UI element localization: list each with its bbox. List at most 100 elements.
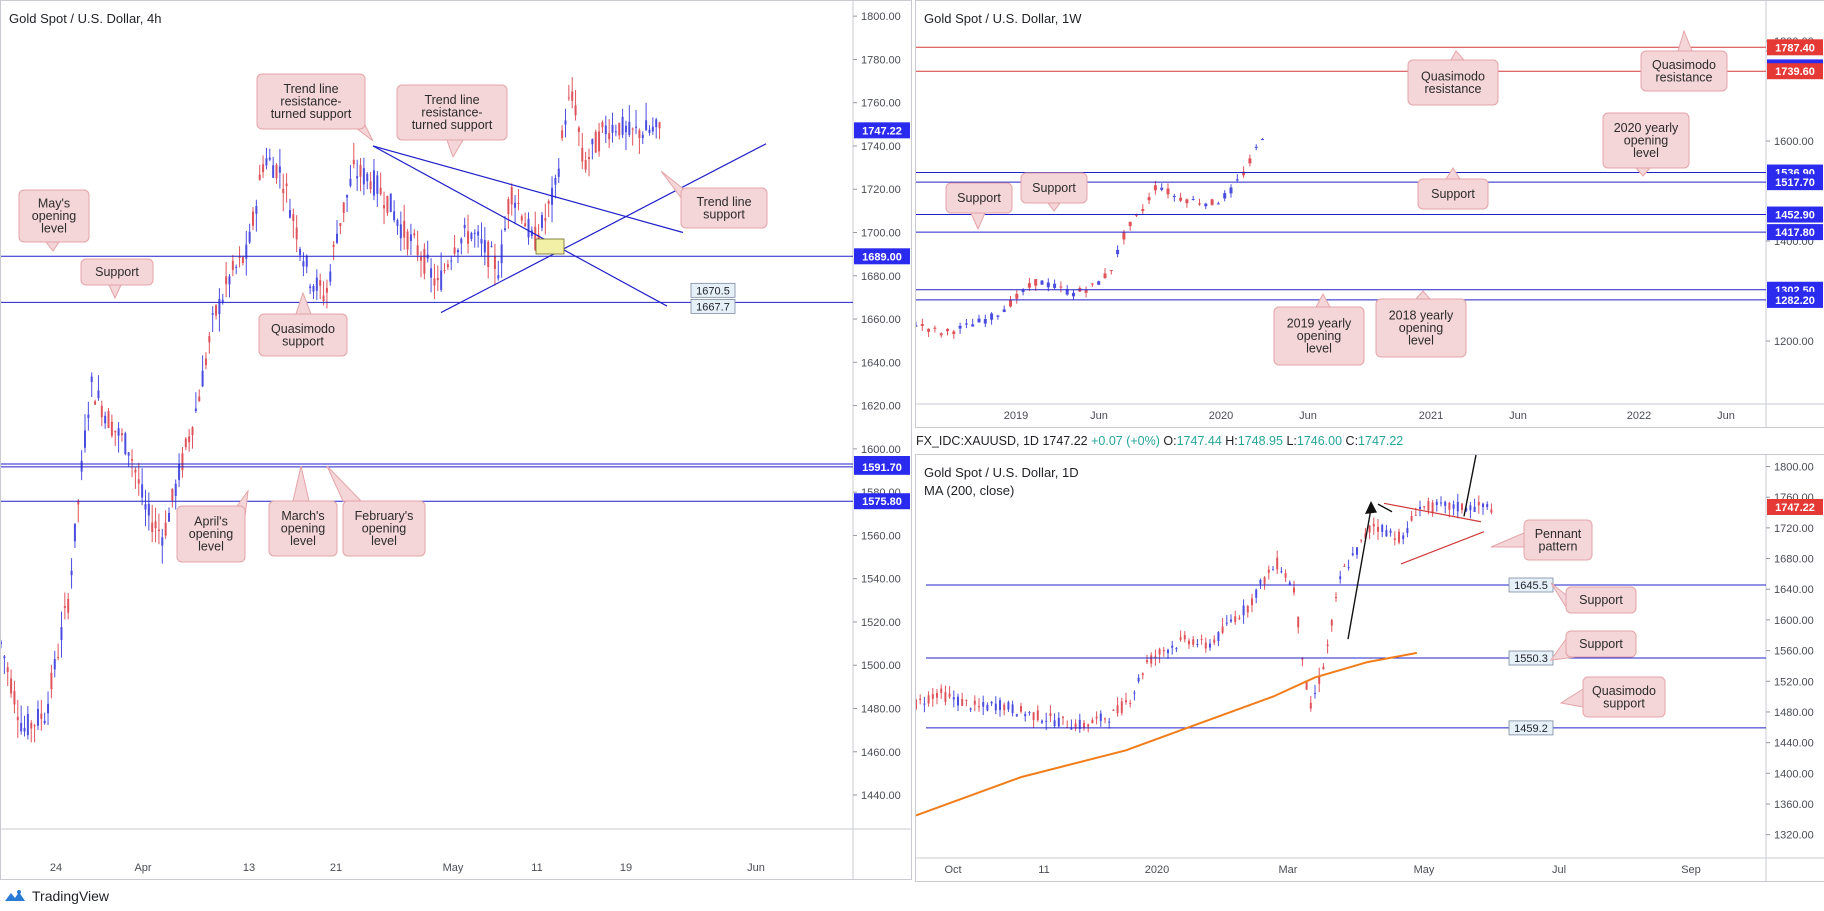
candle-body	[1216, 203, 1220, 205]
candle-body	[916, 325, 918, 327]
candle-body	[228, 276, 231, 285]
price-axis-tag-label: 1747.22	[862, 125, 902, 137]
note-2018-yearly-opening-text: level	[1408, 334, 1434, 348]
candle-body	[473, 232, 476, 234]
note-2018-yearly-opening-text: 2018 yearly	[1389, 309, 1454, 323]
candle-body	[614, 131, 617, 133]
candle-body	[1183, 635, 1186, 640]
candle-body	[1040, 280, 1044, 285]
candle-body	[194, 408, 197, 412]
note-2019-yearly-opening-text: 2019 yearly	[1287, 317, 1352, 331]
candle-body	[1473, 506, 1476, 513]
y-tick-label: 1360.00	[1774, 799, 1814, 811]
chart-panel-1w[interactable]: 1800.001780.001600.001400.001200.002019J…	[915, 0, 1824, 428]
candle-body	[1377, 526, 1379, 532]
price-axis-tag-label: 1517.70	[1775, 177, 1815, 189]
candle-body	[356, 176, 359, 179]
level-value-tag-label: 1645.5	[1514, 580, 1548, 592]
candle-body	[409, 234, 412, 242]
chart-panel-4h[interactable]: 1800.00 1780.00 1760.00 1740.00 1720.00 1700.…	[0, 0, 912, 880]
candle-body	[134, 469, 137, 473]
chart-4h-svg[interactable]: 1800.00 1780.00 1760.00 1740.00 1720.00 1700.…	[1, 1, 911, 879]
candle-body	[1351, 553, 1354, 556]
candle-body	[1109, 269, 1113, 271]
note-2019-yearly-opening-pointer	[1315, 292, 1331, 308]
candle-body	[557, 168, 560, 177]
price-axis-tag-label: 1747.22	[1775, 502, 1815, 514]
candle-body	[958, 325, 962, 329]
price-axis-tag	[1767, 174, 1823, 191]
candle-body	[1160, 187, 1164, 190]
chart-1w-svg[interactable]: 1800.001780.001600.001400.001200.002019J…	[916, 1, 1824, 427]
low-value: 1746.00	[1296, 434, 1343, 448]
symbol-info-bar: FX_IDC:XAUUSD, 1D 1747.22 +0.07 (+0%) O:…	[916, 434, 1403, 448]
x-tick-label: May	[1414, 864, 1435, 876]
symbol-name[interactable]: FX_IDC:XAUUSD, 1D	[916, 434, 1039, 448]
price-axis-tag-label: 1739.60	[1775, 66, 1815, 78]
moving-average-line	[916, 651, 1418, 817]
candle-body	[1175, 648, 1178, 650]
note-2020-yearly-opening-text: 2020 yearly	[1614, 121, 1679, 135]
note-februarys-opening-text: opening	[362, 522, 407, 536]
candle-body	[376, 175, 379, 194]
candle-body	[1435, 501, 1438, 505]
x-tick-label: 2020	[1209, 410, 1233, 422]
close-label: C:	[1345, 434, 1359, 448]
candle-body	[1137, 677, 1140, 682]
candle-body	[184, 438, 187, 448]
y-tick-label: 1640.00	[861, 357, 901, 369]
chart-1d-svg[interactable]: 1800.001760.001720.001680.001640.001600.…	[916, 455, 1824, 881]
candle-body	[574, 105, 577, 116]
note-marchs-opening-text: opening	[281, 522, 326, 536]
candle-body	[490, 246, 493, 248]
y-tick-label: 1600.00	[1774, 615, 1814, 627]
note-2020-yearly-opening-text: level	[1633, 146, 1659, 160]
candle-body	[916, 699, 917, 709]
candle-body	[1465, 507, 1468, 512]
candle-body	[1011, 704, 1014, 714]
candle-body	[1045, 720, 1048, 722]
candle-body	[1191, 199, 1195, 201]
note-support-1-text: Support	[1579, 593, 1623, 607]
candle-body	[931, 694, 934, 699]
candle-body	[983, 318, 987, 324]
candle-body	[1158, 649, 1161, 655]
x-tick-label: May	[443, 862, 464, 874]
candle-body	[1477, 501, 1480, 506]
note-support-bubble	[80, 258, 154, 286]
candle-body	[1027, 283, 1031, 288]
candle-body	[36, 708, 39, 726]
candle-body	[973, 700, 976, 705]
note-quasimodo-resistance-1-pointer	[1450, 50, 1466, 61]
note-marchs-opening-text: March's	[281, 509, 324, 523]
trendline	[372, 145, 668, 307]
candle-body	[1046, 282, 1050, 288]
flagpole-arrow-tail	[1377, 503, 1393, 513]
tradingview-brand[interactable]: TradingView	[4, 888, 109, 904]
candle-body	[1091, 719, 1094, 724]
candle-body	[416, 245, 419, 256]
note-quasimodo-resistance-2-text: resistance	[1656, 70, 1713, 84]
candle-body	[211, 313, 214, 315]
candle-body	[1254, 146, 1258, 148]
candle-body	[453, 247, 456, 254]
x-tick-label: Apr	[134, 862, 151, 874]
candle-body	[1229, 187, 1233, 194]
candle-body	[204, 358, 207, 366]
candle-body	[87, 414, 90, 418]
candle-body	[952, 331, 956, 335]
candle-body	[288, 210, 291, 218]
candle-body	[127, 452, 130, 456]
x-tick-label: 2019	[1004, 410, 1028, 422]
candle-body	[964, 323, 968, 325]
candle-body	[1002, 309, 1006, 313]
candle-body	[164, 522, 167, 536]
trendline	[372, 145, 684, 234]
chart-panel-1d[interactable]: 1800.00 1760.00 1720.00 1680.00 1640.00 1600.…	[915, 454, 1824, 882]
candle-body	[1032, 712, 1035, 721]
candle-body	[1259, 579, 1262, 584]
candle-body	[994, 703, 997, 711]
price-change: +0.07 (+0%)	[1091, 434, 1160, 448]
y-tick-label: 1460.00	[861, 747, 901, 759]
candle-body	[47, 703, 50, 714]
